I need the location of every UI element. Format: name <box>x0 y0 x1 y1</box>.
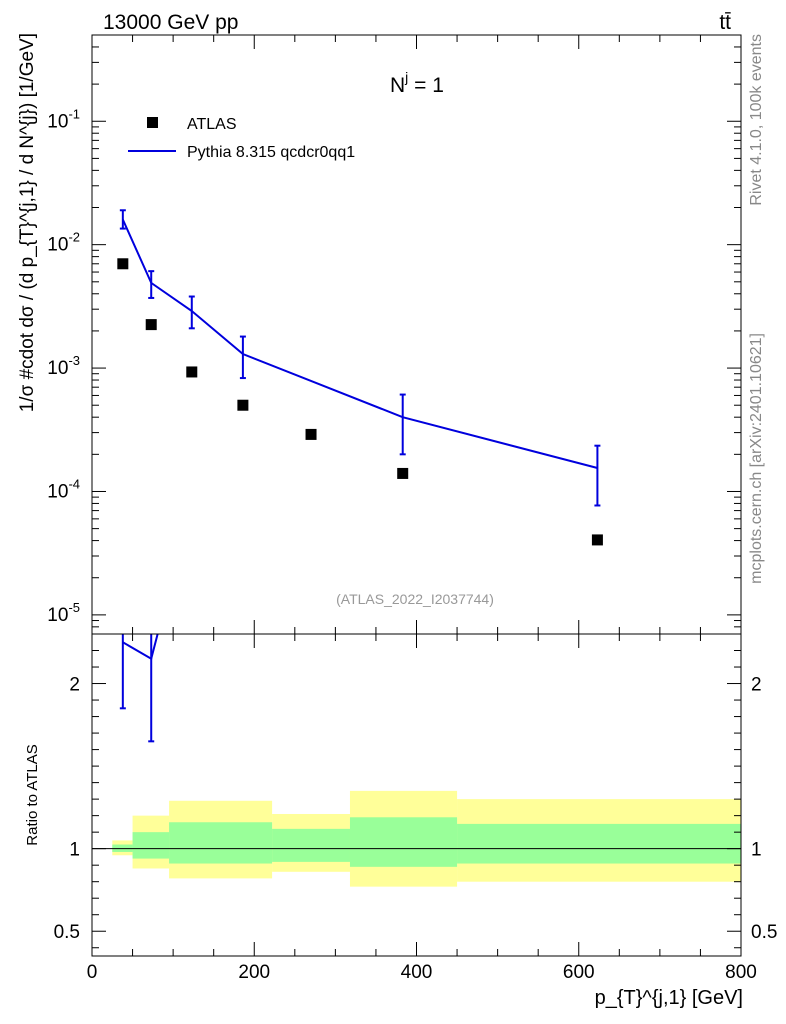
main-y-tick-label: 10-2 <box>47 230 80 256</box>
ratio-y-tick-label-right: 0.5 <box>751 922 777 943</box>
ratio-band-inner <box>169 822 273 864</box>
x-axis-label: p_{T}^{j,1} [GeV] <box>595 987 743 1009</box>
legend-label-atlas: ATLAS <box>187 116 237 133</box>
main-y-tick-label: 10-5 <box>47 600 80 626</box>
njets-annotation-sup: j <box>404 69 408 85</box>
legend-marker-atlas <box>147 117 158 128</box>
header-energy-label: 13000 GeV pp <box>103 11 238 34</box>
ratio-y-axis-label: Ratio to ATLAS <box>24 744 41 845</box>
main-y-tick-label: 10-4 <box>47 476 80 502</box>
ratio-y-tick-label: 1 <box>69 840 80 861</box>
x-tick-label: 200 <box>238 962 270 983</box>
side-label-rivet: Rivet 4.1.0, 100k events <box>748 34 765 206</box>
ratio-panel: 0.5 0.5 1 1 2 2 0 200 400 600 800 Ratio to ATLAS p… <box>24 634 777 1009</box>
njets-annotation: Nj = 1 <box>390 69 444 97</box>
atlas-data-point <box>591 534 603 546</box>
ratio-band-inner <box>349 817 458 867</box>
atlas-data-point <box>237 399 249 411</box>
x-tick-label: 600 <box>563 962 595 983</box>
x-tick-label: 0 <box>87 962 98 983</box>
legend: ATLAS Pythia 8.315 qcdcr0qq1 <box>128 116 355 161</box>
ratio-frame <box>91 633 742 957</box>
legend-label-pythia: Pythia 8.315 qcdcr0qq1 <box>187 144 355 161</box>
ratio-y-tick-label-right: 2 <box>751 675 762 696</box>
ratio-y-tick-label: 0.5 <box>54 922 80 943</box>
atlas-data-point <box>145 319 157 331</box>
watermark-analysis-id: (ATLAS_2022_I2037744) <box>336 591 494 607</box>
atlas-data-point <box>117 258 129 270</box>
atlas-data-point <box>186 366 198 378</box>
ratio-pythia-line <box>122 634 159 661</box>
atlas-data-point <box>397 467 409 479</box>
ratio-band-inner <box>272 828 350 862</box>
x-tick-label: 800 <box>725 962 757 983</box>
x-tick-label: 400 <box>401 962 433 983</box>
side-label-mcplots: mcplots.cern.ch [arXiv:2401.10621] <box>748 333 765 584</box>
main-panel: (ATLAS_2022_I2037744) Nj = 1 10-5 10-4 10-… <box>17 33 742 635</box>
ratio-y-tick-label: 2 <box>69 675 80 696</box>
njets-annotation-rest: = 1 <box>408 74 444 97</box>
ratio-band-inner <box>457 823 741 864</box>
njets-annotation-base: N <box>390 74 405 97</box>
atlas-data-point <box>305 428 317 440</box>
pythia-line <box>121 219 598 469</box>
main-y-axis-label: 1/σ #cdot dσ / (d p_{T}^{j,1} / d N^{j})… <box>17 33 38 412</box>
ratio-band-inner <box>132 832 170 859</box>
header-process-label: tt̄ <box>719 11 731 34</box>
main-y-tick-label: 10-3 <box>47 353 80 379</box>
main-y-tick-label: 10-1 <box>47 106 80 132</box>
ratio-y-tick-label-right: 1 <box>751 840 762 861</box>
